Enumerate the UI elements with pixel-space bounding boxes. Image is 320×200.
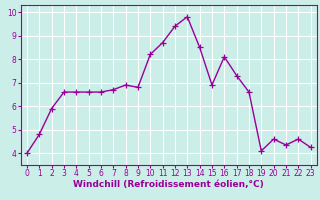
X-axis label: Windchill (Refroidissement éolien,°C): Windchill (Refroidissement éolien,°C) [73, 180, 264, 189]
